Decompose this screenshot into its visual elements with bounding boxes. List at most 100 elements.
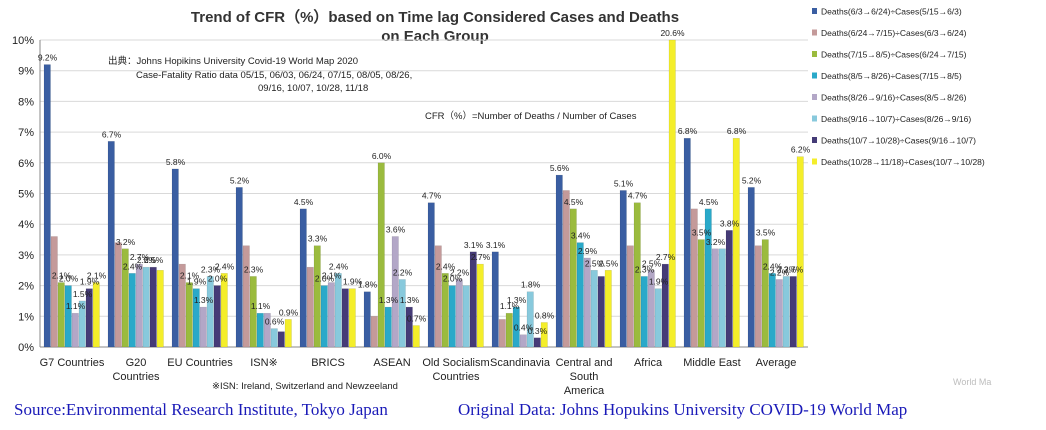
data-label: 5.2%: [742, 175, 762, 185]
data-label: 4.5%: [294, 197, 314, 207]
chart-title-line2: on Each Group: [381, 28, 489, 45]
data-label: 4.5%: [564, 197, 584, 207]
bar-s6-10: [718, 248, 726, 348]
bar-s2-6: [434, 245, 442, 348]
data-label: 1.3%: [194, 295, 214, 305]
bar-s7-8: [597, 276, 605, 348]
data-label: 2.7%: [784, 264, 804, 274]
bar-s5-1: [135, 263, 143, 348]
bar-s6-5: [398, 279, 406, 348]
y-grid: [40, 39, 808, 348]
data-label: 2.9%: [578, 246, 598, 256]
bar-s8-5: [412, 325, 420, 348]
bar-s3-4: [313, 245, 321, 348]
bar-s5-5: [391, 236, 399, 348]
bar-s2-3: [242, 245, 250, 348]
bar-s1-0: [43, 64, 51, 348]
source-annotation-line1: 出典：Johns Hopikins University Covid-19 Wo…: [108, 55, 358, 67]
bar-s5-2: [199, 306, 207, 348]
data-label: 4.7%: [422, 191, 442, 201]
x-category-label: America: [564, 385, 605, 397]
data-label: 1.9%: [343, 277, 363, 287]
data-label: 2.0%: [443, 274, 463, 284]
bar-s3-6: [441, 273, 449, 348]
bar-s5-8: [583, 257, 591, 348]
bar-s3-9: [633, 202, 641, 348]
data-label: 2.2%: [393, 267, 413, 277]
legend-item: Deaths(6/24→7/15)÷Cases(6/3→6/24): [821, 28, 967, 38]
legend-swatch: [812, 72, 817, 79]
bar-s1-8: [555, 174, 563, 348]
data-label: 0.6%: [265, 317, 285, 327]
data-label: 2.4%: [763, 261, 783, 271]
footer-source: Source:Environmental Research Institute,…: [14, 400, 388, 419]
y-tick-label: 5%: [18, 189, 34, 201]
y-tick-label: 0%: [18, 342, 34, 354]
data-label: 3.1%: [464, 240, 484, 250]
bar-s8-9: [668, 39, 676, 348]
bar-s3-10: [697, 239, 705, 348]
data-label: 1.9%: [649, 277, 669, 287]
data-label: 6.8%: [678, 126, 698, 136]
bar-s2-2: [178, 263, 186, 348]
bar-s4-5: [384, 306, 392, 348]
data-label: 2.3%: [244, 264, 264, 274]
data-label: 2.3%: [201, 264, 221, 274]
data-label: 0.8%: [535, 310, 555, 320]
data-label: 1.1%: [251, 301, 271, 311]
bar-s3-8: [569, 208, 577, 348]
data-label: 3.4%: [571, 231, 591, 241]
x-category-label: EU Countries: [167, 357, 233, 369]
legend-swatch: [812, 115, 817, 122]
legend-item: Deaths(10/28→11/18)÷Cases(10/7→10/28): [821, 157, 985, 167]
source-annotation-line3: 09/16, 10/07, 10/28, 11/18: [258, 83, 368, 94]
bar-s6-1: [142, 266, 150, 348]
data-label: 1.9%: [80, 277, 100, 287]
legend-swatch: [812, 94, 817, 100]
bar-s8-10: [732, 137, 740, 348]
bar-s7-6: [469, 251, 477, 348]
bar-s8-8: [604, 270, 612, 348]
data-label: 1.8%: [358, 280, 378, 290]
data-label: 2.6%: [137, 255, 157, 265]
watermark: World Ma: [953, 377, 992, 387]
bar-s1-2: [171, 168, 179, 348]
x-category-label: Scandinavia: [490, 357, 551, 369]
data-labels: 9.2% 6.7% 5.8% 5.2% 4.5% 1.8% 4.7% 3.1% 5.6% 5.1%…: [38, 28, 811, 336]
x-category-label: Countries: [432, 371, 480, 383]
data-label: 3.1%: [486, 240, 506, 250]
bar-s5-10: [711, 248, 719, 348]
bars: [43, 39, 804, 348]
bar-s4-0: [64, 285, 72, 348]
data-label: 2.4%: [436, 261, 456, 271]
bar-s2-9: [626, 245, 634, 348]
data-label: 2.0%: [208, 274, 228, 284]
data-label: 2.5%: [585, 258, 605, 268]
data-label: 0.3%: [528, 326, 548, 336]
bar-s6-2: [206, 276, 214, 348]
data-label: 2.1%: [87, 271, 107, 281]
data-label: 0.7%: [407, 314, 427, 324]
bar-s7-10: [725, 230, 733, 348]
data-label: 5.1%: [614, 178, 634, 188]
bar-s5-3: [263, 312, 271, 348]
bar-s7-1: [149, 266, 157, 348]
bar-s5-6: [455, 279, 463, 348]
bar-s1-3: [235, 187, 243, 348]
data-label: 3.5%: [756, 228, 776, 238]
bar-s8-4: [348, 288, 356, 348]
bar-s2-11: [754, 245, 762, 348]
formula-annotation: CFR（%）=Number of Deaths / Number of Case…: [425, 110, 637, 122]
footer-original-data: Original Data: Johns Hopukins University…: [458, 400, 908, 419]
bar-s1-6: [427, 202, 435, 348]
bar-s8-6: [476, 263, 484, 348]
bar-s1-1: [107, 141, 115, 348]
bar-s3-7: [505, 312, 513, 348]
data-label: 6.7%: [102, 129, 122, 139]
bar-s2-1: [114, 242, 122, 348]
bar-s2-7: [498, 319, 506, 348]
bar-s5-4: [327, 282, 335, 348]
bar-s4-10: [704, 208, 712, 348]
y-tick-label: 4%: [18, 219, 34, 231]
bar-s6-4: [334, 273, 342, 348]
